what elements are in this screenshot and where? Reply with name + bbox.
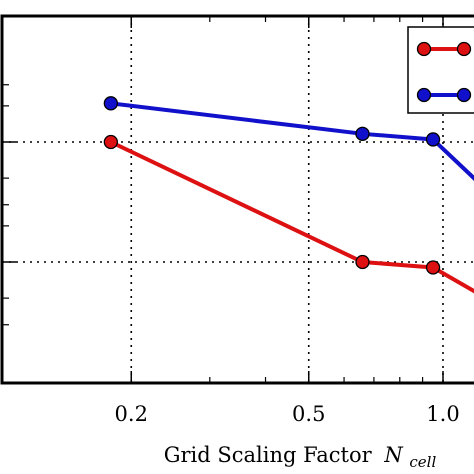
data-series xyxy=(103,96,474,294)
axis-ticks xyxy=(2,16,444,383)
data-point xyxy=(103,134,119,150)
data-point xyxy=(103,96,119,111)
x-axis-label-text: Grid Scaling Factor xyxy=(164,443,373,467)
series-line xyxy=(109,140,474,294)
x-axis-label-subscript: cell xyxy=(409,453,436,471)
legend-marker xyxy=(416,41,432,57)
x-tick-label: 1.0 xyxy=(426,402,459,426)
x-tick-label: 0.2 xyxy=(115,402,148,426)
x-tick-labels: 0.1 0.2 0.5 1.0 xyxy=(0,402,460,426)
data-point xyxy=(355,254,370,270)
x-tick-label: 0.5 xyxy=(292,402,325,426)
legend-marker xyxy=(416,87,432,103)
plot-frame xyxy=(0,14,474,385)
x-tick-label: 0.1 xyxy=(0,402,2,426)
series-1 xyxy=(103,134,474,294)
x-axis-label: Grid Scaling Factor N cell xyxy=(164,443,437,471)
grid-lines xyxy=(2,16,474,383)
x-axis-label-symbol: N xyxy=(383,443,403,467)
series-line xyxy=(110,101,474,181)
legend xyxy=(407,26,474,114)
legend-marker xyxy=(456,41,472,57)
data-point xyxy=(355,126,370,141)
legend-marker xyxy=(456,87,472,103)
data-point xyxy=(425,132,441,147)
series-2 xyxy=(103,96,474,181)
data-point xyxy=(425,260,441,275)
